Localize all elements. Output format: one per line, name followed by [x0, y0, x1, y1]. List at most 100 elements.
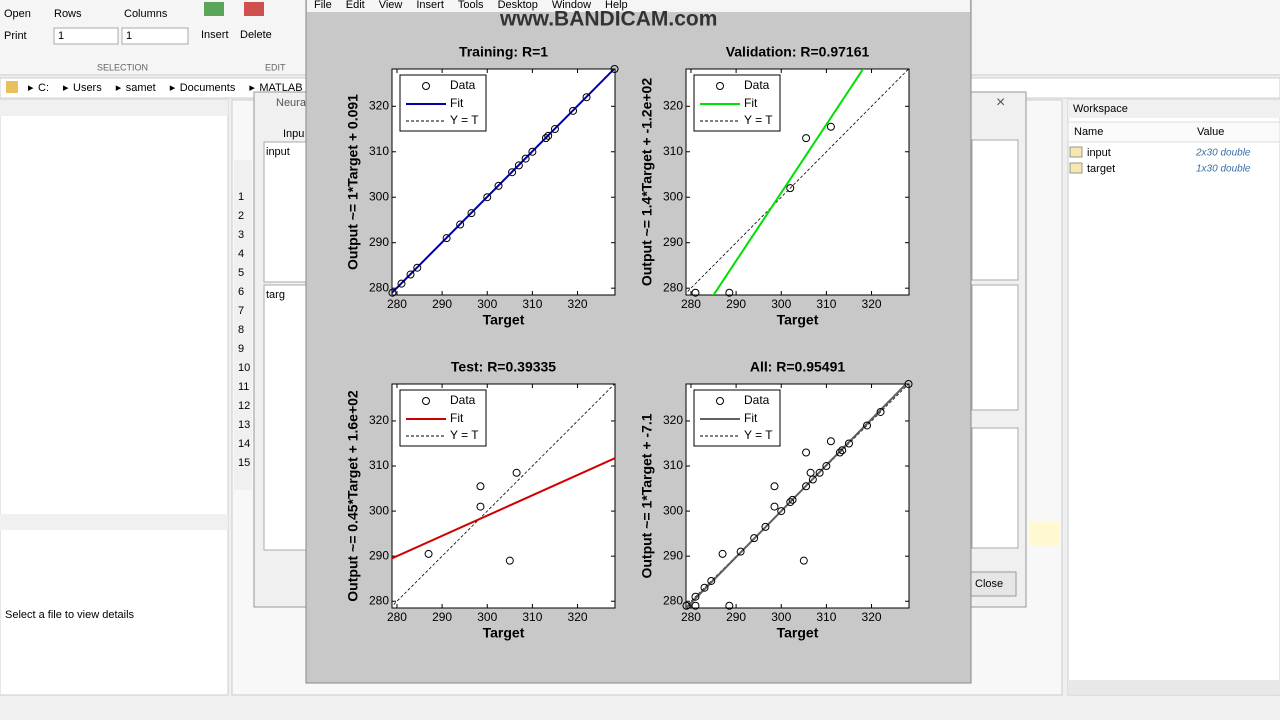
- path-part[interactable]: Documents: [180, 82, 236, 94]
- insert-icon: [204, 2, 224, 16]
- panel-header: [0, 514, 228, 530]
- menu-item[interactable]: Desktop: [498, 0, 538, 11]
- data-point: [822, 462, 831, 471]
- list: [971, 284, 1019, 411]
- menu-item[interactable]: Edit: [346, 0, 365, 11]
- fit-line: [686, 384, 908, 608]
- info-bar: [1030, 522, 1060, 546]
- data-point: [844, 439, 853, 448]
- y-tick-label: 290: [663, 548, 683, 562]
- data-point: [483, 193, 492, 202]
- rows-input[interactable]: [53, 27, 119, 45]
- legend-marker: [422, 397, 430, 405]
- var-name[interactable]: input: [1087, 147, 1111, 159]
- rows-value: 1: [58, 30, 64, 42]
- chart-title: Validation: R=0.97161: [726, 44, 870, 60]
- y-tick-label: 310: [663, 458, 683, 472]
- y-tick-label: 320: [663, 98, 683, 112]
- data-point: [725, 601, 734, 610]
- y-tick-label: 300: [369, 503, 389, 517]
- data-point: [582, 93, 591, 102]
- y-tick-label: 290: [369, 235, 389, 249]
- close-button[interactable]: [965, 571, 1017, 597]
- x-tick-label: 320: [862, 297, 882, 311]
- x-tick-label: 320: [862, 610, 882, 624]
- regression-plot: 280 290 300 310 320 280 290 300 310 320 Data Fit Y =…: [639, 359, 913, 641]
- data-point: [550, 125, 559, 134]
- row-number: 11: [238, 381, 249, 393]
- x-tick-label: 290: [726, 297, 746, 311]
- var-name[interactable]: target: [1087, 163, 1115, 175]
- dialog-close[interactable]: ×: [996, 94, 1005, 111]
- workspace-header: [1068, 100, 1280, 118]
- data-point: [476, 482, 485, 491]
- breadcrumbs: ▸ C: ▸ Users ▸ samet ▸ Documents ▸ MATLAB: [28, 82, 303, 94]
- fit-line: [392, 457, 615, 560]
- row-header: [234, 160, 252, 490]
- x-tick-label: 310: [522, 297, 542, 311]
- row-number: 12: [238, 400, 250, 412]
- x-axis-label: Target: [777, 625, 819, 641]
- legend-label: Fit: [450, 411, 464, 425]
- insert-button[interactable]: Insert: [201, 29, 229, 41]
- data-point: [388, 288, 397, 297]
- path-part[interactable]: MATLAB: [259, 82, 302, 94]
- menu-item[interactable]: File: [314, 0, 332, 11]
- legend-label: Data: [744, 78, 770, 92]
- y-tick-label: 310: [369, 144, 389, 158]
- menu-item[interactable]: Help: [605, 0, 628, 11]
- legend-label: Data: [744, 393, 770, 407]
- data-point: [494, 181, 503, 190]
- data-point: [863, 421, 872, 430]
- path-sep: ▸: [28, 82, 34, 94]
- path-part[interactable]: C:: [38, 82, 49, 94]
- data-point: [544, 131, 553, 140]
- y-tick-label: 280: [369, 280, 389, 294]
- menu-item[interactable]: View: [379, 0, 403, 11]
- data-point: [876, 407, 885, 416]
- legend-label: Y = T: [744, 113, 773, 127]
- column-name[interactable]: Name: [1074, 126, 1103, 138]
- menu-item[interactable]: Insert: [416, 0, 444, 11]
- columns-label: Columns: [124, 8, 168, 20]
- path-part[interactable]: samet: [126, 82, 156, 94]
- plot-area: [686, 384, 909, 608]
- target-value: targ: [266, 289, 285, 301]
- x-tick-label: 310: [816, 297, 836, 311]
- data-point: [413, 263, 422, 272]
- var-icon: [1069, 146, 1083, 158]
- y-tick-label: 300: [369, 189, 389, 203]
- path-sep: ▸: [249, 82, 255, 94]
- print-button[interactable]: Print: [4, 30, 27, 42]
- menu-item[interactable]: Window: [552, 0, 591, 11]
- identity-line: [686, 69, 909, 294]
- x-tick-label: 280: [387, 297, 407, 311]
- plot-area: [392, 69, 615, 294]
- y-axis-label: Output ~= 1.4*Target + -1.2e+02: [639, 78, 655, 286]
- data-point: [691, 288, 700, 297]
- delete-button[interactable]: Delete: [240, 29, 272, 41]
- folder-icon: [6, 81, 18, 93]
- y-tick-label: 290: [369, 548, 389, 562]
- data-point: [736, 547, 745, 556]
- row-number: 1: [238, 191, 244, 203]
- data-point: [802, 134, 811, 143]
- x-tick-label: 300: [771, 610, 791, 624]
- workspace-title: Workspace: [1073, 103, 1128, 115]
- menu-item[interactable]: Tools: [458, 0, 484, 11]
- open-button[interactable]: Open: [4, 8, 31, 20]
- data-point: [786, 184, 795, 193]
- delete-icon: [244, 2, 264, 16]
- x-tick-label: 290: [432, 297, 452, 311]
- row-number: 8: [238, 324, 244, 336]
- columns-input[interactable]: [121, 27, 189, 45]
- row-number: 14: [238, 438, 250, 450]
- legend-marker: [716, 82, 724, 90]
- x-tick-label: 320: [568, 610, 588, 624]
- path-part[interactable]: Users: [73, 82, 102, 94]
- y-tick-label: 320: [369, 413, 389, 427]
- data-point: [610, 65, 619, 73]
- data-point: [406, 270, 415, 279]
- data-point: [802, 482, 811, 491]
- column-value[interactable]: Value: [1197, 126, 1224, 138]
